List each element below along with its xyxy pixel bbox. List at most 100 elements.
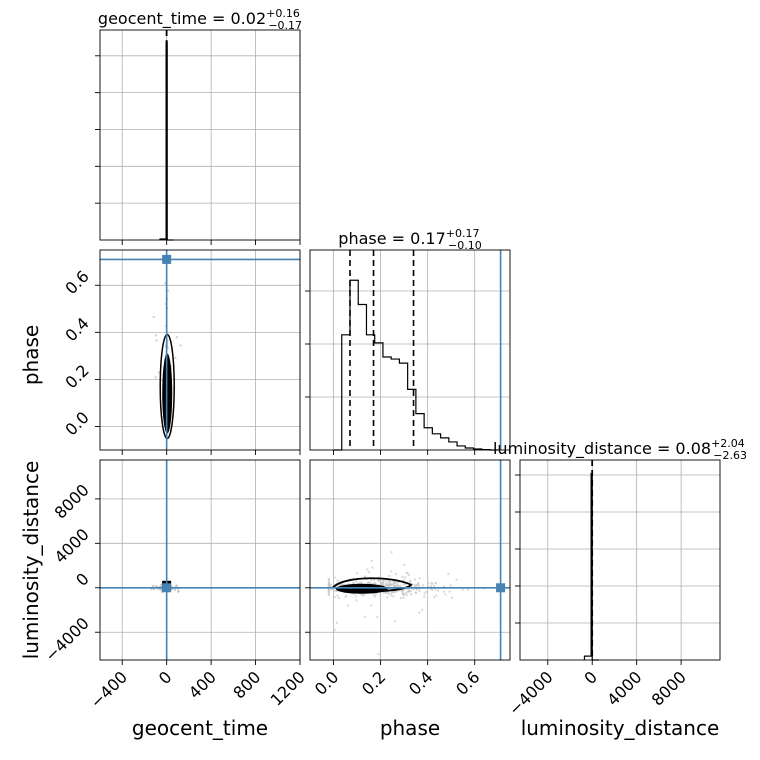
p21-sample-point: [327, 579, 330, 583]
p21-sample-point: [369, 581, 372, 584]
p21-sample-point: [427, 582, 430, 585]
p21-sample-point: [395, 582, 398, 585]
p22-xticklabel-0: −4000: [505, 667, 557, 719]
p21-sample-point: [380, 582, 383, 585]
p21-sample-point: [363, 575, 366, 578]
p20-yticklabel-2: 4000: [51, 525, 93, 567]
p21-sample-point: [417, 582, 420, 585]
p21-sample-point: [434, 588, 437, 591]
p21-sample-point: [425, 590, 428, 593]
p21-sample-point: [327, 590, 330, 593]
p21-sample-point: [373, 595, 377, 598]
p21-xticklabel-1: 0.2: [358, 667, 389, 698]
p21-sample-point: [414, 591, 417, 594]
p21-sample-point: [385, 580, 388, 583]
p21-sample-point: [333, 576, 336, 579]
p21-sample-point: [403, 593, 406, 596]
p21-sample-point: [377, 653, 380, 656]
p21-sample-point: [390, 551, 393, 554]
p21-sample-point: [363, 594, 366, 597]
p21-sample-point: [413, 578, 417, 581]
p21-sample-point: [430, 581, 433, 584]
p21-sample-point: [409, 580, 412, 583]
p20-yticklabel-3: 8000: [51, 480, 93, 522]
p10-sample-point: [175, 335, 179, 339]
p21-sample-point: [447, 572, 450, 575]
p21-sample-point: [450, 596, 454, 599]
p21-sample-point: [423, 592, 426, 595]
p21-sample-point: [402, 589, 405, 592]
p21-sample-point: [355, 599, 358, 602]
p21-sample-point: [385, 591, 388, 594]
p21-sample-point: [336, 579, 339, 582]
p21-sample-point: [355, 572, 358, 575]
p21-sample-point: [370, 578, 373, 582]
p21-sample-point: [377, 579, 380, 582]
p21-sample-point: [392, 595, 395, 598]
p21-sample-point: [363, 615, 366, 619]
p21-sample-point: [374, 582, 377, 585]
p10-yticklabel-2: 0.4: [61, 314, 92, 345]
xlabel-luminosity-distance: luminosity_distance: [521, 716, 720, 740]
p10-truth-marker: [162, 254, 172, 264]
p20-xticklabel-2: 400: [185, 667, 220, 702]
p10-yticklabel-1: 0.2: [61, 361, 92, 392]
p21-sample-point: [355, 580, 358, 583]
p22-xticklabel-2: 4000: [603, 667, 645, 709]
p21-sample-point: [406, 571, 409, 575]
p21-sample-point: [421, 608, 424, 611]
p21-sample-point: [332, 588, 336, 592]
p21-sample-point: [461, 588, 464, 591]
p21-xticklabel-3: 0.6: [452, 667, 483, 698]
p20-sample-point: [173, 588, 177, 591]
p21-sample-point: [430, 584, 433, 588]
p21-sample-point: [383, 579, 386, 582]
p10-sample-point: [154, 376, 157, 379]
p21-sample-point: [404, 576, 407, 579]
p21-sample-point: [358, 581, 361, 584]
p20-yticklabel-0: −4000: [41, 614, 93, 666]
p00-title: geocent_time = 0.02+0.16 −0.17: [98, 7, 302, 32]
p21-sample-point: [409, 593, 413, 596]
p20-sample-point: [155, 585, 158, 588]
p21-sample-point: [423, 595, 426, 598]
p21-sample-point: [442, 590, 446, 593]
xlabel-geocent-time: geocent_time: [132, 716, 268, 740]
p21-sample-point: [387, 585, 390, 588]
p21-sample-point: [366, 568, 369, 571]
p21-sample-point: [335, 621, 338, 624]
p21-sample-point: [401, 575, 404, 578]
p20-yticklabel-1: 0: [72, 569, 93, 590]
p21-sample-point: [336, 594, 339, 597]
ylabel-phase: phase: [19, 325, 43, 385]
p11-histogram: [333, 279, 499, 451]
p21-sample-point: [449, 584, 452, 587]
p21-xticklabel-0: 0.0: [311, 667, 342, 698]
p10-yticklabel-3: 0.6: [61, 267, 92, 298]
p10-sample-point: [152, 315, 155, 319]
p22-xticklabel-3: 8000: [648, 667, 690, 709]
p21-sample-point: [448, 590, 451, 593]
p21-sample-point: [327, 577, 330, 581]
p21-sample-point: [367, 570, 370, 574]
p21-sample-point: [336, 585, 339, 588]
p21-sample-point: [418, 590, 421, 593]
p10-sample-point: [157, 371, 161, 374]
p21-sample-point: [401, 592, 404, 596]
p21-sample-point: [328, 583, 331, 586]
p21-sample-point: [344, 595, 347, 598]
p21-contour: [332, 577, 413, 593]
p21-frame: [309, 459, 511, 661]
p20-xticklabel-3: 800: [229, 667, 264, 702]
p21-sample-point: [388, 574, 391, 577]
p21-sample-point: [384, 584, 388, 587]
p10-frame: [99, 249, 301, 451]
p21-sample-point: [436, 589, 440, 592]
p21-sample-point: [390, 594, 393, 597]
p21-sample-point: [334, 590, 337, 593]
p10-yticklabel-0: 0.0: [61, 408, 92, 439]
p21-sample-point: [392, 581, 395, 584]
p21-sample-point: [444, 593, 447, 596]
ylabel-luminosity-distance: luminosity_distance: [19, 461, 43, 660]
